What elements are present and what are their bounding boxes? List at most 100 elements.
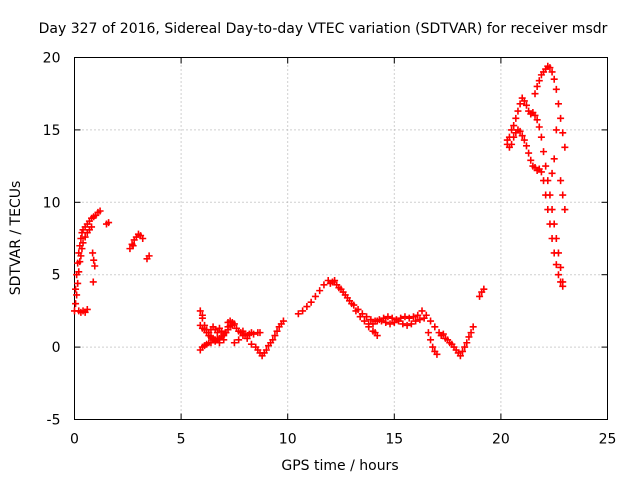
data-point bbox=[535, 123, 543, 131]
data-point bbox=[228, 321, 236, 329]
y-tick-label: 0 bbox=[52, 340, 61, 356]
y-axis-title: SDTVAR / TECUs bbox=[8, 181, 24, 296]
data-point bbox=[81, 233, 89, 241]
data-point bbox=[360, 317, 368, 325]
data-point bbox=[431, 323, 439, 331]
data-point bbox=[145, 252, 153, 260]
data-point bbox=[320, 281, 328, 289]
data-point bbox=[467, 329, 475, 337]
data-point bbox=[196, 307, 204, 315]
data-point bbox=[548, 235, 556, 242]
data-point bbox=[224, 318, 232, 326]
data-point bbox=[352, 307, 360, 315]
data-point bbox=[128, 240, 136, 248]
data-point bbox=[390, 318, 398, 326]
data-point bbox=[367, 316, 375, 324]
y-tick-label: 15 bbox=[43, 123, 61, 139]
data-point bbox=[557, 114, 565, 122]
data-point bbox=[557, 177, 565, 185]
data-point bbox=[401, 313, 409, 321]
data-point bbox=[550, 249, 558, 257]
data-point bbox=[222, 329, 230, 337]
x-tick-label: 5 bbox=[177, 432, 186, 448]
data-point bbox=[540, 177, 548, 185]
data-point bbox=[311, 292, 319, 300]
data-point bbox=[76, 258, 84, 266]
data-point bbox=[435, 329, 443, 337]
x-tick-label: 20 bbox=[492, 432, 510, 448]
ticks-layer: 0 5 10 15 20 25 -5 0 5 10 15 20 bbox=[43, 51, 617, 448]
data-point bbox=[516, 127, 524, 135]
data-point bbox=[516, 100, 524, 108]
data-point bbox=[373, 332, 381, 340]
data-point bbox=[520, 97, 528, 105]
data-point bbox=[537, 168, 545, 176]
x-tick-label: 25 bbox=[599, 432, 617, 448]
data-point bbox=[412, 317, 420, 325]
y-tick-label: 10 bbox=[43, 195, 61, 211]
data-point bbox=[461, 343, 469, 351]
data-point bbox=[414, 311, 422, 319]
data-point bbox=[307, 298, 315, 306]
data-point bbox=[456, 352, 464, 360]
x-tick-label: 10 bbox=[279, 432, 297, 448]
data-point bbox=[508, 140, 516, 148]
data-point bbox=[512, 114, 520, 122]
y-tick-label: -5 bbox=[47, 413, 61, 429]
data-point bbox=[386, 320, 394, 328]
data-point bbox=[89, 278, 97, 286]
data-point bbox=[537, 133, 545, 141]
data-point bbox=[348, 300, 356, 308]
data-point bbox=[339, 288, 347, 296]
plot-frame bbox=[74, 57, 608, 420]
data-point bbox=[420, 314, 428, 322]
data-point bbox=[535, 77, 543, 85]
data-point bbox=[559, 129, 567, 137]
chart-title: Day 327 of 2016, Sidereal Day-to-day VTE… bbox=[39, 21, 608, 37]
data-point bbox=[90, 256, 98, 264]
data-point bbox=[510, 133, 518, 141]
data-point bbox=[559, 191, 567, 199]
data-point bbox=[522, 101, 530, 109]
data-point bbox=[548, 68, 556, 76]
data-point bbox=[384, 313, 392, 321]
data-point bbox=[463, 339, 471, 347]
data-point bbox=[533, 116, 541, 124]
data-point bbox=[469, 323, 477, 331]
data-point bbox=[540, 148, 548, 156]
x-tick-label: 0 bbox=[70, 432, 79, 448]
data-point bbox=[546, 220, 554, 228]
data-point bbox=[480, 285, 488, 293]
data-point bbox=[416, 316, 424, 324]
data-point bbox=[247, 340, 255, 348]
data-point bbox=[230, 339, 238, 347]
data-point bbox=[88, 223, 96, 231]
data-point bbox=[427, 336, 435, 344]
data-point bbox=[335, 284, 343, 292]
data-point bbox=[129, 242, 137, 250]
data-point bbox=[518, 132, 526, 140]
data-point bbox=[503, 136, 511, 144]
data-point bbox=[83, 305, 91, 313]
data-point bbox=[554, 100, 562, 108]
data-point bbox=[531, 90, 539, 98]
data-point bbox=[531, 111, 539, 119]
data-point bbox=[552, 85, 560, 93]
data-point bbox=[559, 282, 567, 290]
x-tick-label: 15 bbox=[385, 432, 403, 448]
data-point bbox=[299, 307, 307, 315]
data-point bbox=[343, 294, 351, 302]
data-point bbox=[533, 82, 541, 90]
data-point bbox=[331, 276, 339, 284]
data-point bbox=[271, 332, 279, 340]
y-tick-label: 5 bbox=[52, 268, 61, 284]
data-point bbox=[448, 340, 456, 348]
x-axis-title: GPS time / hours bbox=[281, 458, 398, 474]
data-point bbox=[427, 317, 435, 325]
data-point bbox=[522, 142, 530, 150]
data-point bbox=[74, 279, 82, 287]
data-point bbox=[139, 235, 147, 242]
data-point bbox=[213, 334, 221, 342]
y-tick-label: 20 bbox=[43, 51, 61, 67]
